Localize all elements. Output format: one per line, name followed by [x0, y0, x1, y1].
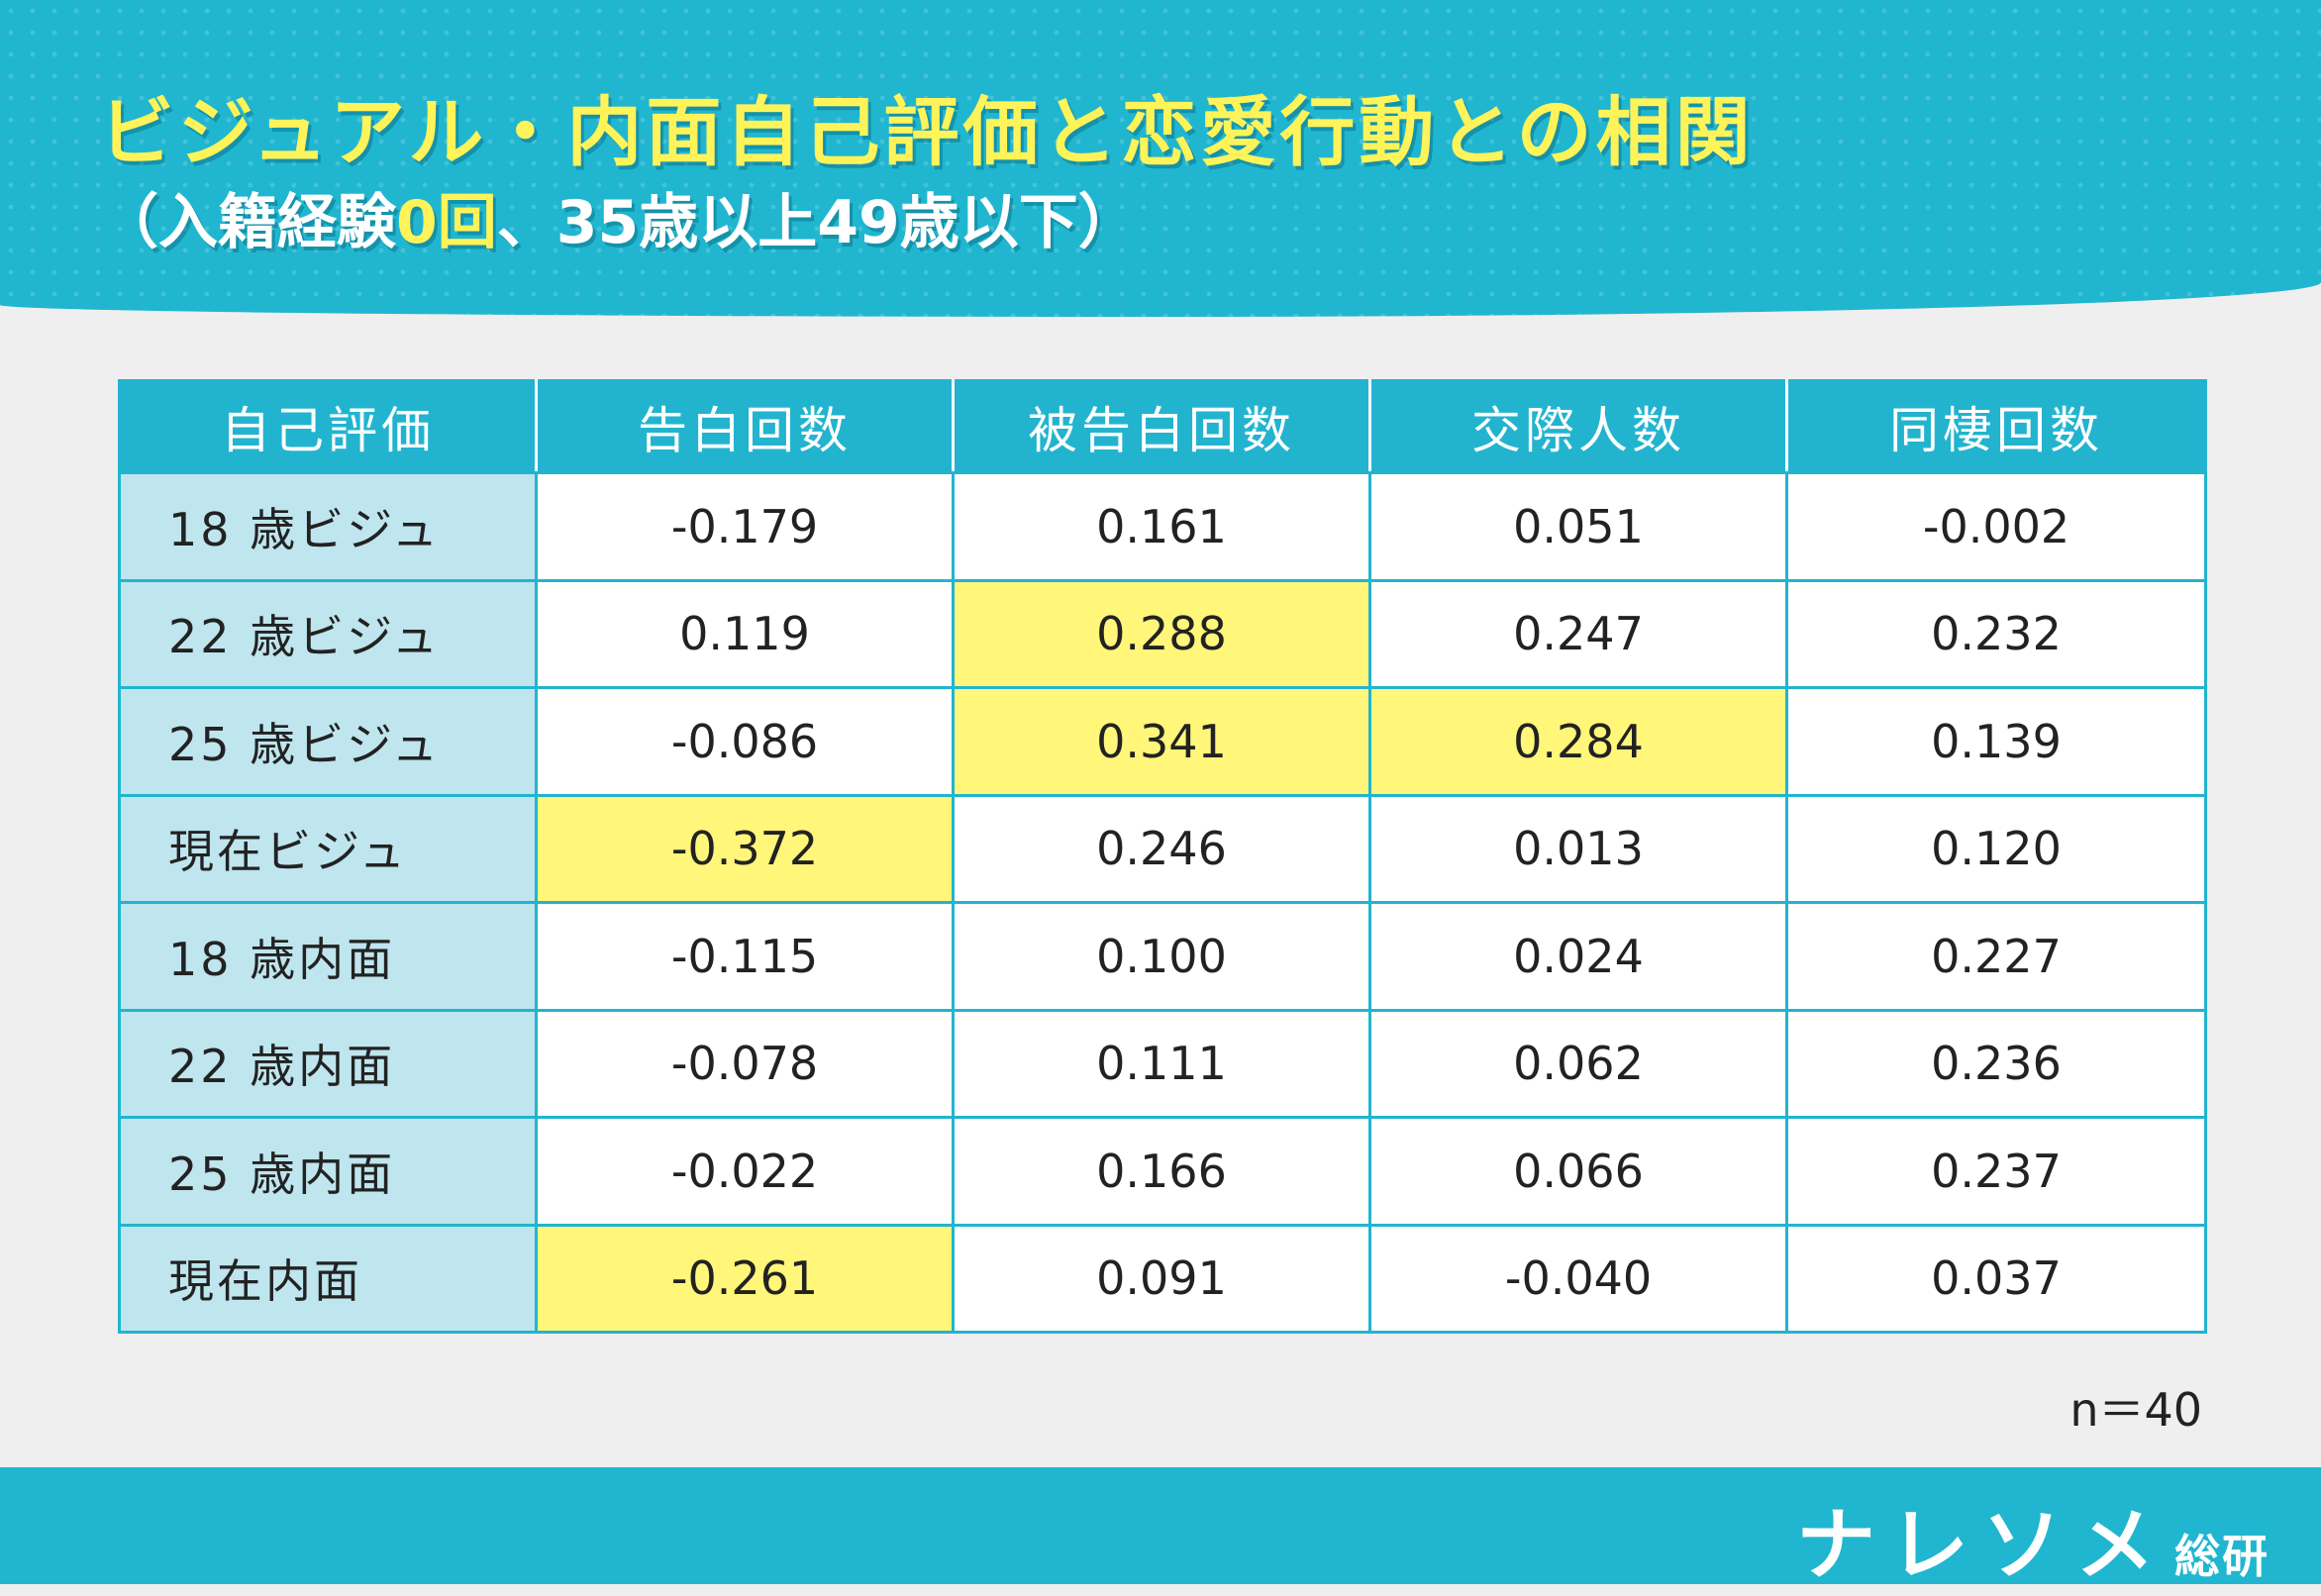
- table-row: 現在ビジュ -0.372 0.246 0.013 0.120: [118, 793, 2207, 904]
- column-header: 自己評価: [118, 379, 538, 474]
- correlation-cell: -0.179: [535, 471, 955, 582]
- row-label: 現在ビジュ: [118, 793, 538, 904]
- column-header: 同棲回数: [1785, 379, 2207, 474]
- brand-name: ナレソメ: [1796, 1499, 2169, 1591]
- correlation-cell: 0.120: [1785, 793, 2207, 904]
- correlation-cell: -0.115: [535, 901, 955, 1012]
- row-label: 現在内面: [118, 1223, 538, 1334]
- correlation-cell: 0.232: [1785, 578, 2207, 689]
- table-row: 18 歳ビジュ -0.179 0.161 0.051 -0.002: [118, 471, 2207, 582]
- table-row: 22 歳内面 -0.078 0.111 0.062 0.236: [118, 1008, 2207, 1119]
- table-row: 25 歳内面 -0.022 0.166 0.066 0.237: [118, 1116, 2207, 1227]
- header-banner: ビジュアル・内面自己評価と恋愛行動との相関 （入籍経験0回、35歳以上49歳以下…: [0, 0, 2321, 317]
- correlation-cell-highlighted: -0.261: [535, 1223, 955, 1334]
- page-subtitle: （入籍経験0回、35歳以上49歳以下）: [99, 174, 1138, 260]
- correlation-cell: 0.051: [1368, 471, 1788, 582]
- column-header: 告白回数: [535, 379, 955, 474]
- correlation-cell: -0.078: [535, 1008, 955, 1119]
- brand-sub: 総研: [2174, 1530, 2270, 1583]
- table-row: 22 歳ビジュ 0.119 0.288 0.247 0.232: [118, 578, 2207, 689]
- correlation-cell: 0.227: [1785, 901, 2207, 1012]
- sample-size-note: n＝40: [2069, 1383, 2202, 1437]
- correlation-cell: 0.119: [535, 578, 955, 689]
- correlation-cell-highlighted: -0.372: [535, 793, 955, 904]
- correlation-cell: 0.236: [1785, 1008, 2207, 1119]
- row-label: 22 歳ビジュ: [118, 578, 538, 689]
- correlation-cell: -0.002: [1785, 471, 2207, 582]
- row-label: 25 歳内面: [118, 1116, 538, 1227]
- row-label: 18 歳ビジュ: [118, 471, 538, 582]
- subtitle-highlight: 0回: [396, 188, 497, 257]
- table-body: 18 歳ビジュ -0.179 0.161 0.051 -0.002 22 歳ビジュ 0.11…: [118, 471, 2207, 1334]
- correlation-cell-highlighted: 0.284: [1368, 686, 1788, 797]
- correlation-cell: 0.037: [1785, 1223, 2207, 1334]
- row-label: 18 歳内面: [118, 901, 538, 1012]
- correlation-cell-highlighted: 0.341: [952, 686, 1371, 797]
- subtitle-suffix: 、35歳以上49歳以下）: [496, 188, 1138, 257]
- correlation-cell: 0.111: [952, 1008, 1371, 1119]
- correlation-cell: 0.062: [1368, 1008, 1788, 1119]
- correlation-cell: 0.237: [1785, 1116, 2207, 1227]
- brand-logo: ナレソメ 総研: [1796, 1481, 2270, 1596]
- column-header: 交際人数: [1368, 379, 1788, 474]
- correlation-cell-highlighted: 0.288: [952, 578, 1371, 689]
- correlation-cell: 0.100: [952, 901, 1371, 1012]
- correlation-table: 自己評価 告白回数 被告白回数 交際人数 同棲回数 18 歳ビジュ -0.179 0.161…: [118, 379, 2207, 1334]
- correlation-cell: 0.066: [1368, 1116, 1788, 1227]
- column-header: 被告白回数: [952, 379, 1371, 474]
- row-label: 25 歳ビジュ: [118, 686, 538, 797]
- subtitle-prefix: （入籍経験: [99, 188, 396, 257]
- correlation-cell: 0.013: [1368, 793, 1788, 904]
- correlation-cell: 0.161: [952, 471, 1371, 582]
- row-label: 22 歳内面: [118, 1008, 538, 1119]
- table-header-row: 自己評価 告白回数 被告白回数 交際人数 同棲回数: [118, 379, 2207, 474]
- correlation-cell: -0.086: [535, 686, 955, 797]
- correlation-cell: -0.040: [1368, 1223, 1788, 1334]
- correlation-cell: 0.091: [952, 1223, 1371, 1334]
- correlation-cell: -0.022: [535, 1116, 955, 1227]
- correlation-cell: 0.024: [1368, 901, 1788, 1012]
- table-row: 25 歳ビジュ -0.086 0.341 0.284 0.139: [118, 686, 2207, 797]
- correlation-cell: 0.166: [952, 1116, 1371, 1227]
- correlation-cell: 0.246: [952, 793, 1371, 904]
- correlation-cell: 0.247: [1368, 578, 1788, 689]
- table-row: 18 歳内面 -0.115 0.100 0.024 0.227: [118, 901, 2207, 1012]
- correlation-cell: 0.139: [1785, 686, 2207, 797]
- table-row: 現在内面 -0.261 0.091 -0.040 0.037: [118, 1223, 2207, 1334]
- footer-bar: [0, 1467, 2321, 1584]
- page-title: ビジュアル・内面自己評価と恋愛行動との相関: [99, 88, 1755, 176]
